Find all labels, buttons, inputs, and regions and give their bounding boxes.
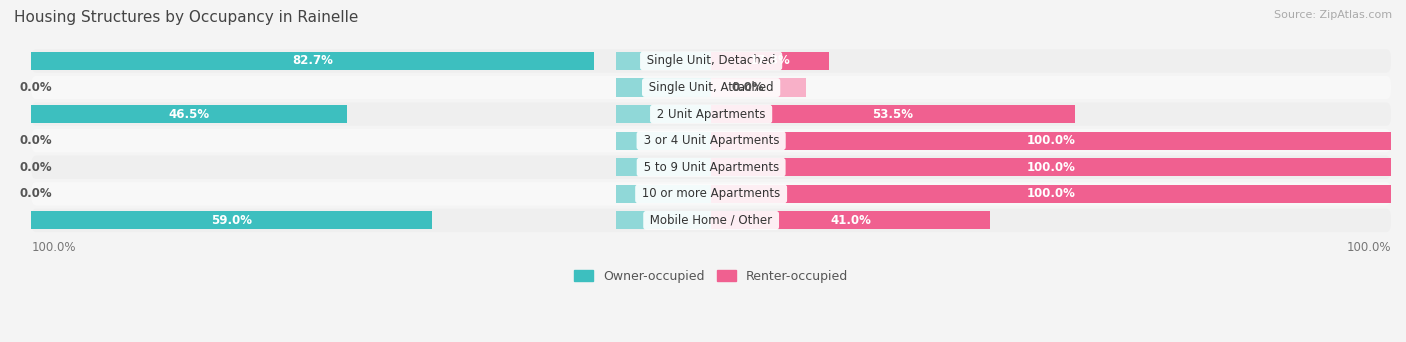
FancyBboxPatch shape: [31, 156, 1391, 179]
Bar: [711, 52, 828, 70]
Bar: [711, 79, 806, 96]
Legend: Owner-occupied, Renter-occupied: Owner-occupied, Renter-occupied: [569, 265, 853, 288]
Text: Single Unit, Attached: Single Unit, Attached: [645, 81, 778, 94]
Text: 100.0%: 100.0%: [1026, 134, 1076, 147]
Bar: [711, 211, 990, 229]
Bar: [616, 211, 711, 229]
Text: 100.0%: 100.0%: [31, 241, 76, 254]
Bar: [31, 105, 347, 123]
Bar: [616, 185, 711, 203]
FancyBboxPatch shape: [31, 76, 1391, 99]
Bar: [711, 105, 1074, 123]
Bar: [711, 185, 1391, 203]
Text: 0.0%: 0.0%: [731, 81, 763, 94]
Text: 82.7%: 82.7%: [292, 54, 333, 67]
Text: 10 or more Apartments: 10 or more Apartments: [638, 187, 785, 200]
Bar: [31, 52, 593, 70]
Text: 0.0%: 0.0%: [20, 187, 52, 200]
Text: 100.0%: 100.0%: [1347, 241, 1391, 254]
Bar: [31, 211, 433, 229]
FancyBboxPatch shape: [31, 49, 1391, 73]
Text: 53.5%: 53.5%: [873, 108, 914, 121]
Bar: [711, 158, 806, 176]
FancyBboxPatch shape: [31, 209, 1391, 232]
Bar: [711, 158, 1391, 176]
Text: 17.3%: 17.3%: [749, 54, 790, 67]
Text: 0.0%: 0.0%: [20, 134, 52, 147]
Bar: [711, 211, 990, 229]
Bar: [31, 211, 433, 229]
Bar: [711, 52, 828, 70]
Bar: [616, 158, 711, 176]
Bar: [711, 211, 806, 229]
Text: 3 or 4 Unit Apartments: 3 or 4 Unit Apartments: [640, 134, 783, 147]
Bar: [711, 132, 806, 150]
Text: Source: ZipAtlas.com: Source: ZipAtlas.com: [1274, 10, 1392, 20]
Bar: [711, 158, 1391, 176]
Text: 100.0%: 100.0%: [1026, 161, 1076, 174]
Bar: [616, 52, 711, 70]
Text: Single Unit, Detached: Single Unit, Detached: [643, 54, 779, 67]
Bar: [31, 105, 347, 123]
Bar: [711, 105, 1074, 123]
Text: 5 to 9 Unit Apartments: 5 to 9 Unit Apartments: [640, 161, 783, 174]
Bar: [711, 132, 1391, 150]
Bar: [711, 105, 806, 123]
Bar: [711, 185, 806, 203]
Text: Housing Structures by Occupancy in Rainelle: Housing Structures by Occupancy in Raine…: [14, 10, 359, 25]
Bar: [711, 132, 1391, 150]
Text: 59.0%: 59.0%: [211, 214, 252, 227]
Text: 46.5%: 46.5%: [169, 108, 209, 121]
FancyBboxPatch shape: [31, 182, 1391, 206]
Bar: [31, 52, 593, 70]
Text: 0.0%: 0.0%: [20, 161, 52, 174]
Text: 2 Unit Apartments: 2 Unit Apartments: [652, 108, 769, 121]
Bar: [711, 52, 806, 70]
Text: 41.0%: 41.0%: [830, 214, 870, 227]
Text: Mobile Home / Other: Mobile Home / Other: [647, 214, 776, 227]
Text: 100.0%: 100.0%: [1026, 187, 1076, 200]
Bar: [616, 132, 711, 150]
Text: 0.0%: 0.0%: [20, 81, 52, 94]
Bar: [616, 105, 711, 123]
FancyBboxPatch shape: [31, 102, 1391, 126]
FancyBboxPatch shape: [31, 129, 1391, 153]
Bar: [616, 79, 711, 96]
Bar: [711, 185, 1391, 203]
